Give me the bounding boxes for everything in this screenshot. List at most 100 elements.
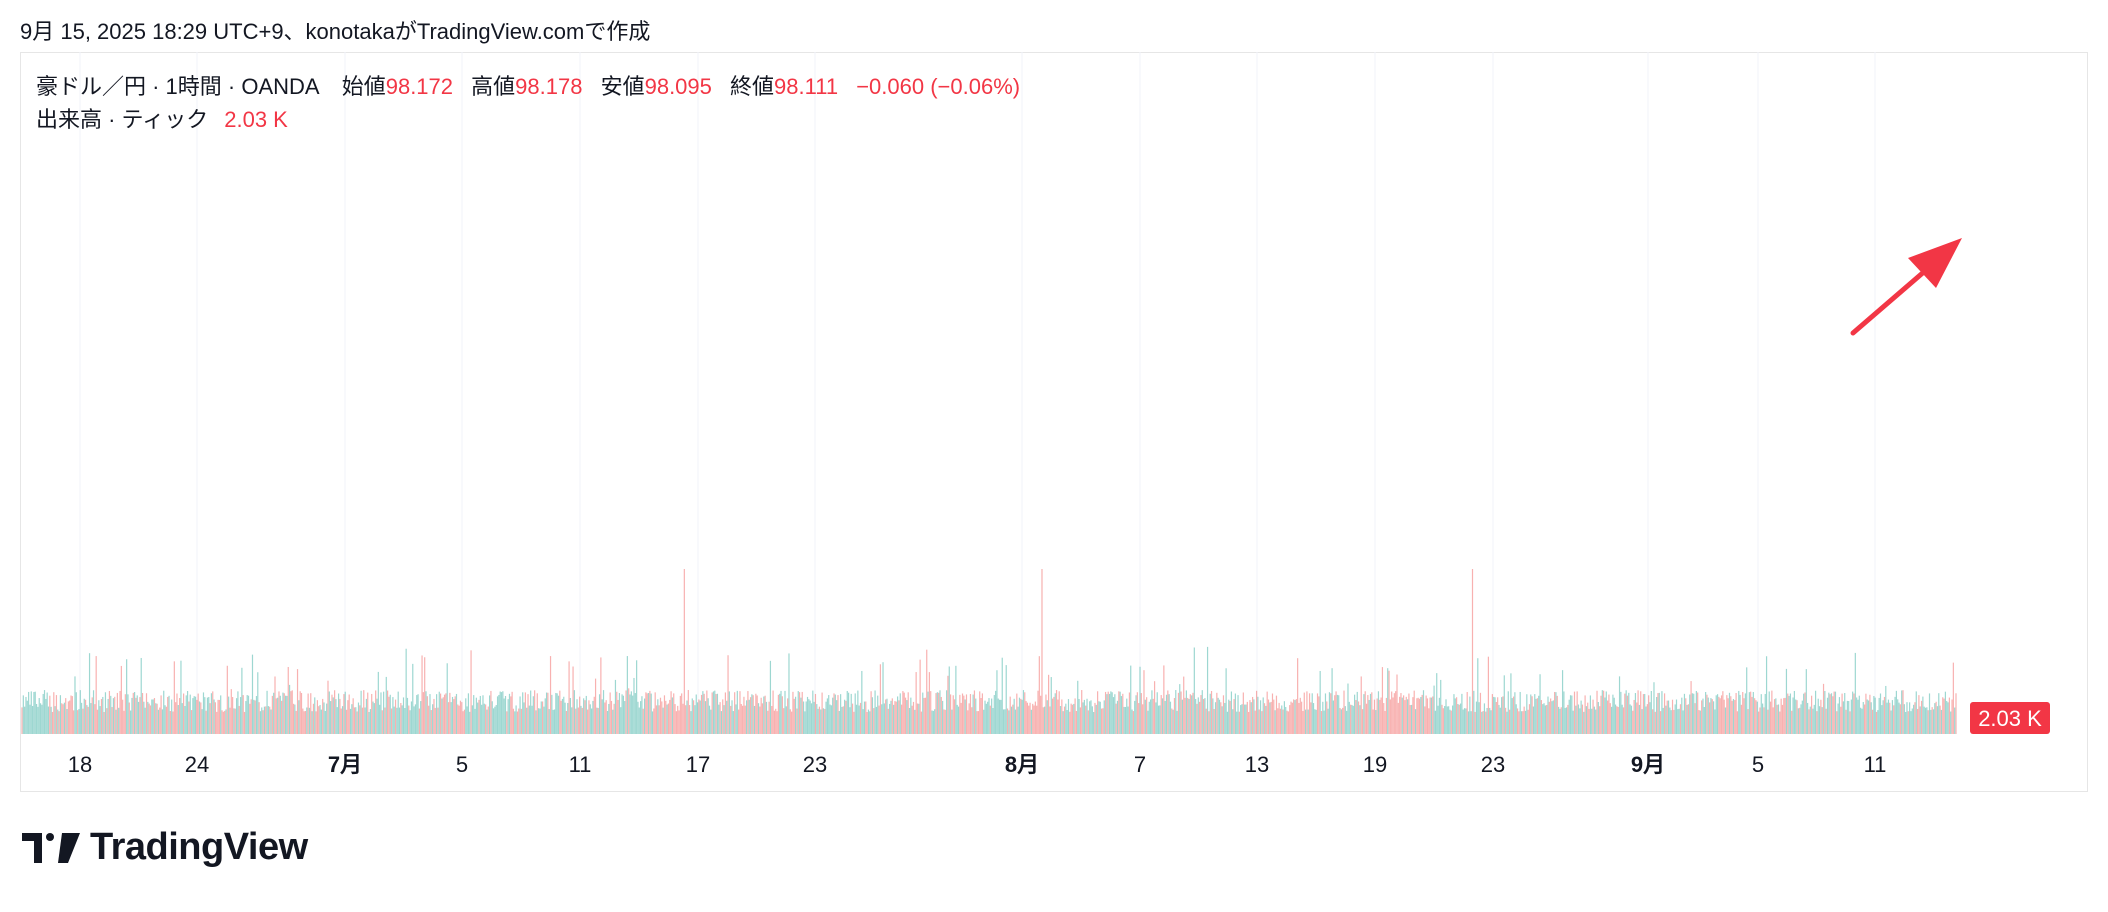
volume-bar [896,696,899,734]
volume-bar [538,708,540,734]
volume-bar [674,704,676,734]
volume-bar [1479,692,1482,734]
volume-bar [659,697,662,734]
volume-bar [1013,698,1015,734]
volume-bar [946,690,948,734]
volume-bar [1055,690,1058,734]
volume-bar [700,694,703,734]
volume-bar [1073,703,1075,734]
volume-bar [1369,693,1372,734]
volume-bar [949,694,952,734]
volume-bar [1730,696,1732,734]
volume-bar [1554,691,1556,734]
volume-bar [1270,701,1272,734]
volume-bar [1026,702,1029,734]
volume-bar [977,711,980,734]
volume-bar [1844,692,1846,734]
volume-bar [467,693,470,734]
volume-bar [971,707,973,734]
volume-bar [465,698,467,734]
volume-bar [1536,698,1539,734]
volume-bar [1403,695,1405,734]
volume-bar [1093,711,1095,734]
volume-bar [443,694,446,734]
volume-bar [1736,711,1739,734]
volume-bar [400,702,402,734]
volume-bar [77,710,79,734]
volume-bar [1768,691,1770,734]
volume-bar [1314,709,1316,734]
volume-bar [1678,708,1680,734]
tradingview-logo[interactable]: TradingView [22,826,308,869]
volume-bar [1115,703,1117,734]
volume-bar [188,701,190,734]
volume-bar [541,701,544,734]
volume-bar [720,711,723,734]
volume-bar [1539,674,1541,734]
volume-bar [1049,706,1051,734]
volume-bar [1706,694,1708,734]
volume-bar [1608,694,1610,734]
volume-bar [638,707,640,734]
volume-bar [408,705,410,734]
volume-bar [1006,708,1009,734]
volume-bar [855,704,858,734]
volume-bar [202,692,205,734]
volume-bar [1478,702,1480,734]
volume-bar [1160,695,1162,734]
volume-bar [605,700,607,734]
volume-bar [447,702,450,734]
volume-bar [1357,701,1360,734]
volume-bar [1807,702,1809,734]
legend-volume-label[interactable]: 出来高 · ティック [36,107,209,132]
volume-bar [373,703,375,734]
volume-bar [1090,700,1092,734]
volume-bar [1054,693,1056,734]
volume-bar [528,705,530,734]
volume-bar [1046,700,1048,734]
volume-bar [773,710,776,734]
volume-bar [568,661,570,734]
volume-bar [1869,694,1871,734]
volume-bar [1237,695,1239,734]
volume-bar [1414,709,1417,734]
volume-bar [67,701,69,734]
volume-bar [232,697,234,734]
volume-bar [998,699,1001,734]
volume-bar [1905,711,1907,734]
volume-bar [1567,704,1569,734]
volume-bar [898,700,900,734]
volume-bar [196,699,198,734]
volume-bar [1389,699,1391,734]
volume-bar [1788,695,1790,734]
volume-bar [1449,709,1451,734]
volume-bar [1132,711,1134,734]
volume-bar [1324,693,1327,734]
x-tick-label: 23 [1481,752,1505,777]
volume-bar [545,692,548,734]
volume-bar [98,700,100,734]
volume-bar [1326,701,1328,734]
volume-bar [498,694,500,734]
volume-bar [1907,711,1909,734]
volume-bar [1628,692,1630,734]
legend-symbol[interactable]: 豪ドル／円 · 1時間 · OANDA [36,74,320,99]
volume-bar [1250,702,1252,734]
volume-bar [1834,691,1837,734]
volume-bar [1893,705,1895,734]
volume-bar [99,706,101,734]
volume-bar [728,691,730,734]
volume-bar [368,711,370,734]
volume-bar [822,708,825,734]
volume-bar [1380,697,1382,734]
volume-bar [1320,711,1323,734]
volume-bar [1743,698,1745,734]
volume-bar [1475,701,1478,734]
volume-bar [233,708,235,734]
volume-bar [640,701,642,734]
volume-bar [165,706,167,734]
volume-bar [1491,694,1493,734]
volume-bar [957,706,960,734]
volume-bar [281,700,283,734]
